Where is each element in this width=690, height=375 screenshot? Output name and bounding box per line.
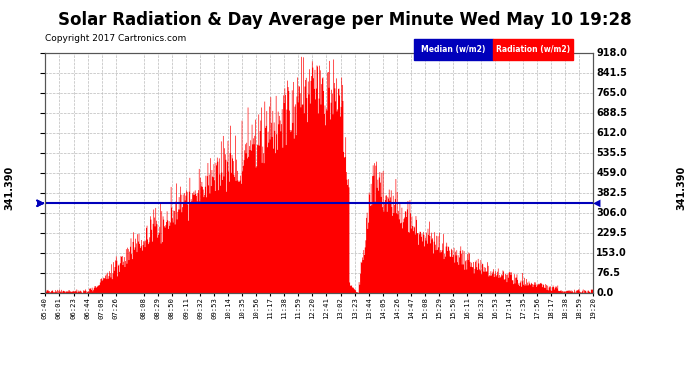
Text: ◀: ◀: [593, 198, 601, 208]
Text: Copyright 2017 Cartronics.com: Copyright 2017 Cartronics.com: [45, 34, 186, 43]
Text: Solar Radiation & Day Average per Minute Wed May 10 19:28: Solar Radiation & Day Average per Minute…: [58, 11, 632, 29]
Text: Radiation (w/m2): Radiation (w/m2): [496, 45, 570, 54]
Text: Median (w/m2): Median (w/m2): [422, 45, 486, 54]
Text: ▶: ▶: [37, 198, 45, 208]
Text: 341.390: 341.390: [4, 165, 14, 210]
Text: 341.390: 341.390: [676, 165, 686, 210]
